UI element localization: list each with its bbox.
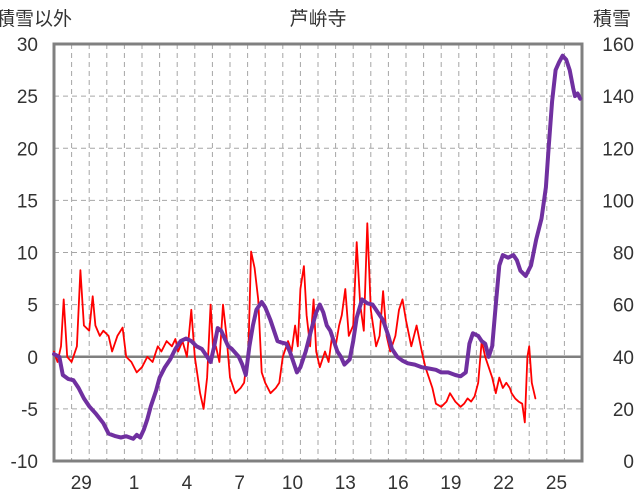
left-tick-label: -10: [11, 452, 38, 473]
left-tick-label: 15: [17, 191, 38, 212]
plot-frame: [52, 42, 584, 463]
left-tick-label: 0: [27, 348, 38, 369]
left-tick-label: -5: [21, 400, 38, 421]
x-tick-label: 7: [234, 473, 245, 494]
left-tick-label: 25: [17, 87, 38, 108]
right-tick-label: 100: [602, 191, 634, 212]
left-tick-label: 10: [17, 244, 38, 265]
right-tick-label: 60: [613, 296, 634, 317]
x-tick-label: 1: [129, 473, 140, 494]
left-tick-label: 5: [27, 296, 38, 317]
left-axis-label: 積雪以外: [0, 8, 72, 30]
series-line-left-axis: [53, 222, 537, 424]
series-line-right-axis: [52, 53, 583, 441]
left-tick-label: 20: [17, 139, 38, 160]
right-tick-label: 160: [602, 35, 634, 56]
right-tick-label: 140: [602, 87, 634, 108]
right-tick-label: 120: [602, 139, 634, 160]
x-tick-label: 13: [335, 473, 356, 494]
right-tick-label: 80: [613, 244, 634, 265]
x-tick-label: 4: [182, 473, 193, 494]
x-tick-label: 22: [493, 473, 514, 494]
right-tick-label: 20: [613, 400, 634, 421]
tick-labels: -10 -5 0 5 10 15 20 25 30 0 20 40 60 80 100 120 140 160 29…: [11, 35, 634, 494]
series: [52, 53, 583, 441]
right-tick-label: 40: [613, 348, 634, 369]
left-tick-label: 30: [17, 35, 38, 56]
x-tick-label: 10: [282, 473, 303, 494]
x-tick-label: 19: [440, 473, 461, 494]
right-tick-label: 0: [623, 452, 634, 473]
chart-title: 芦峅寺: [289, 8, 346, 30]
x-tick-label: 25: [546, 473, 567, 494]
x-tick-label: 29: [71, 473, 92, 494]
grid: [54, 44, 582, 461]
x-tick-label: 16: [388, 473, 409, 494]
right-axis-label: 積雪: [593, 8, 631, 30]
